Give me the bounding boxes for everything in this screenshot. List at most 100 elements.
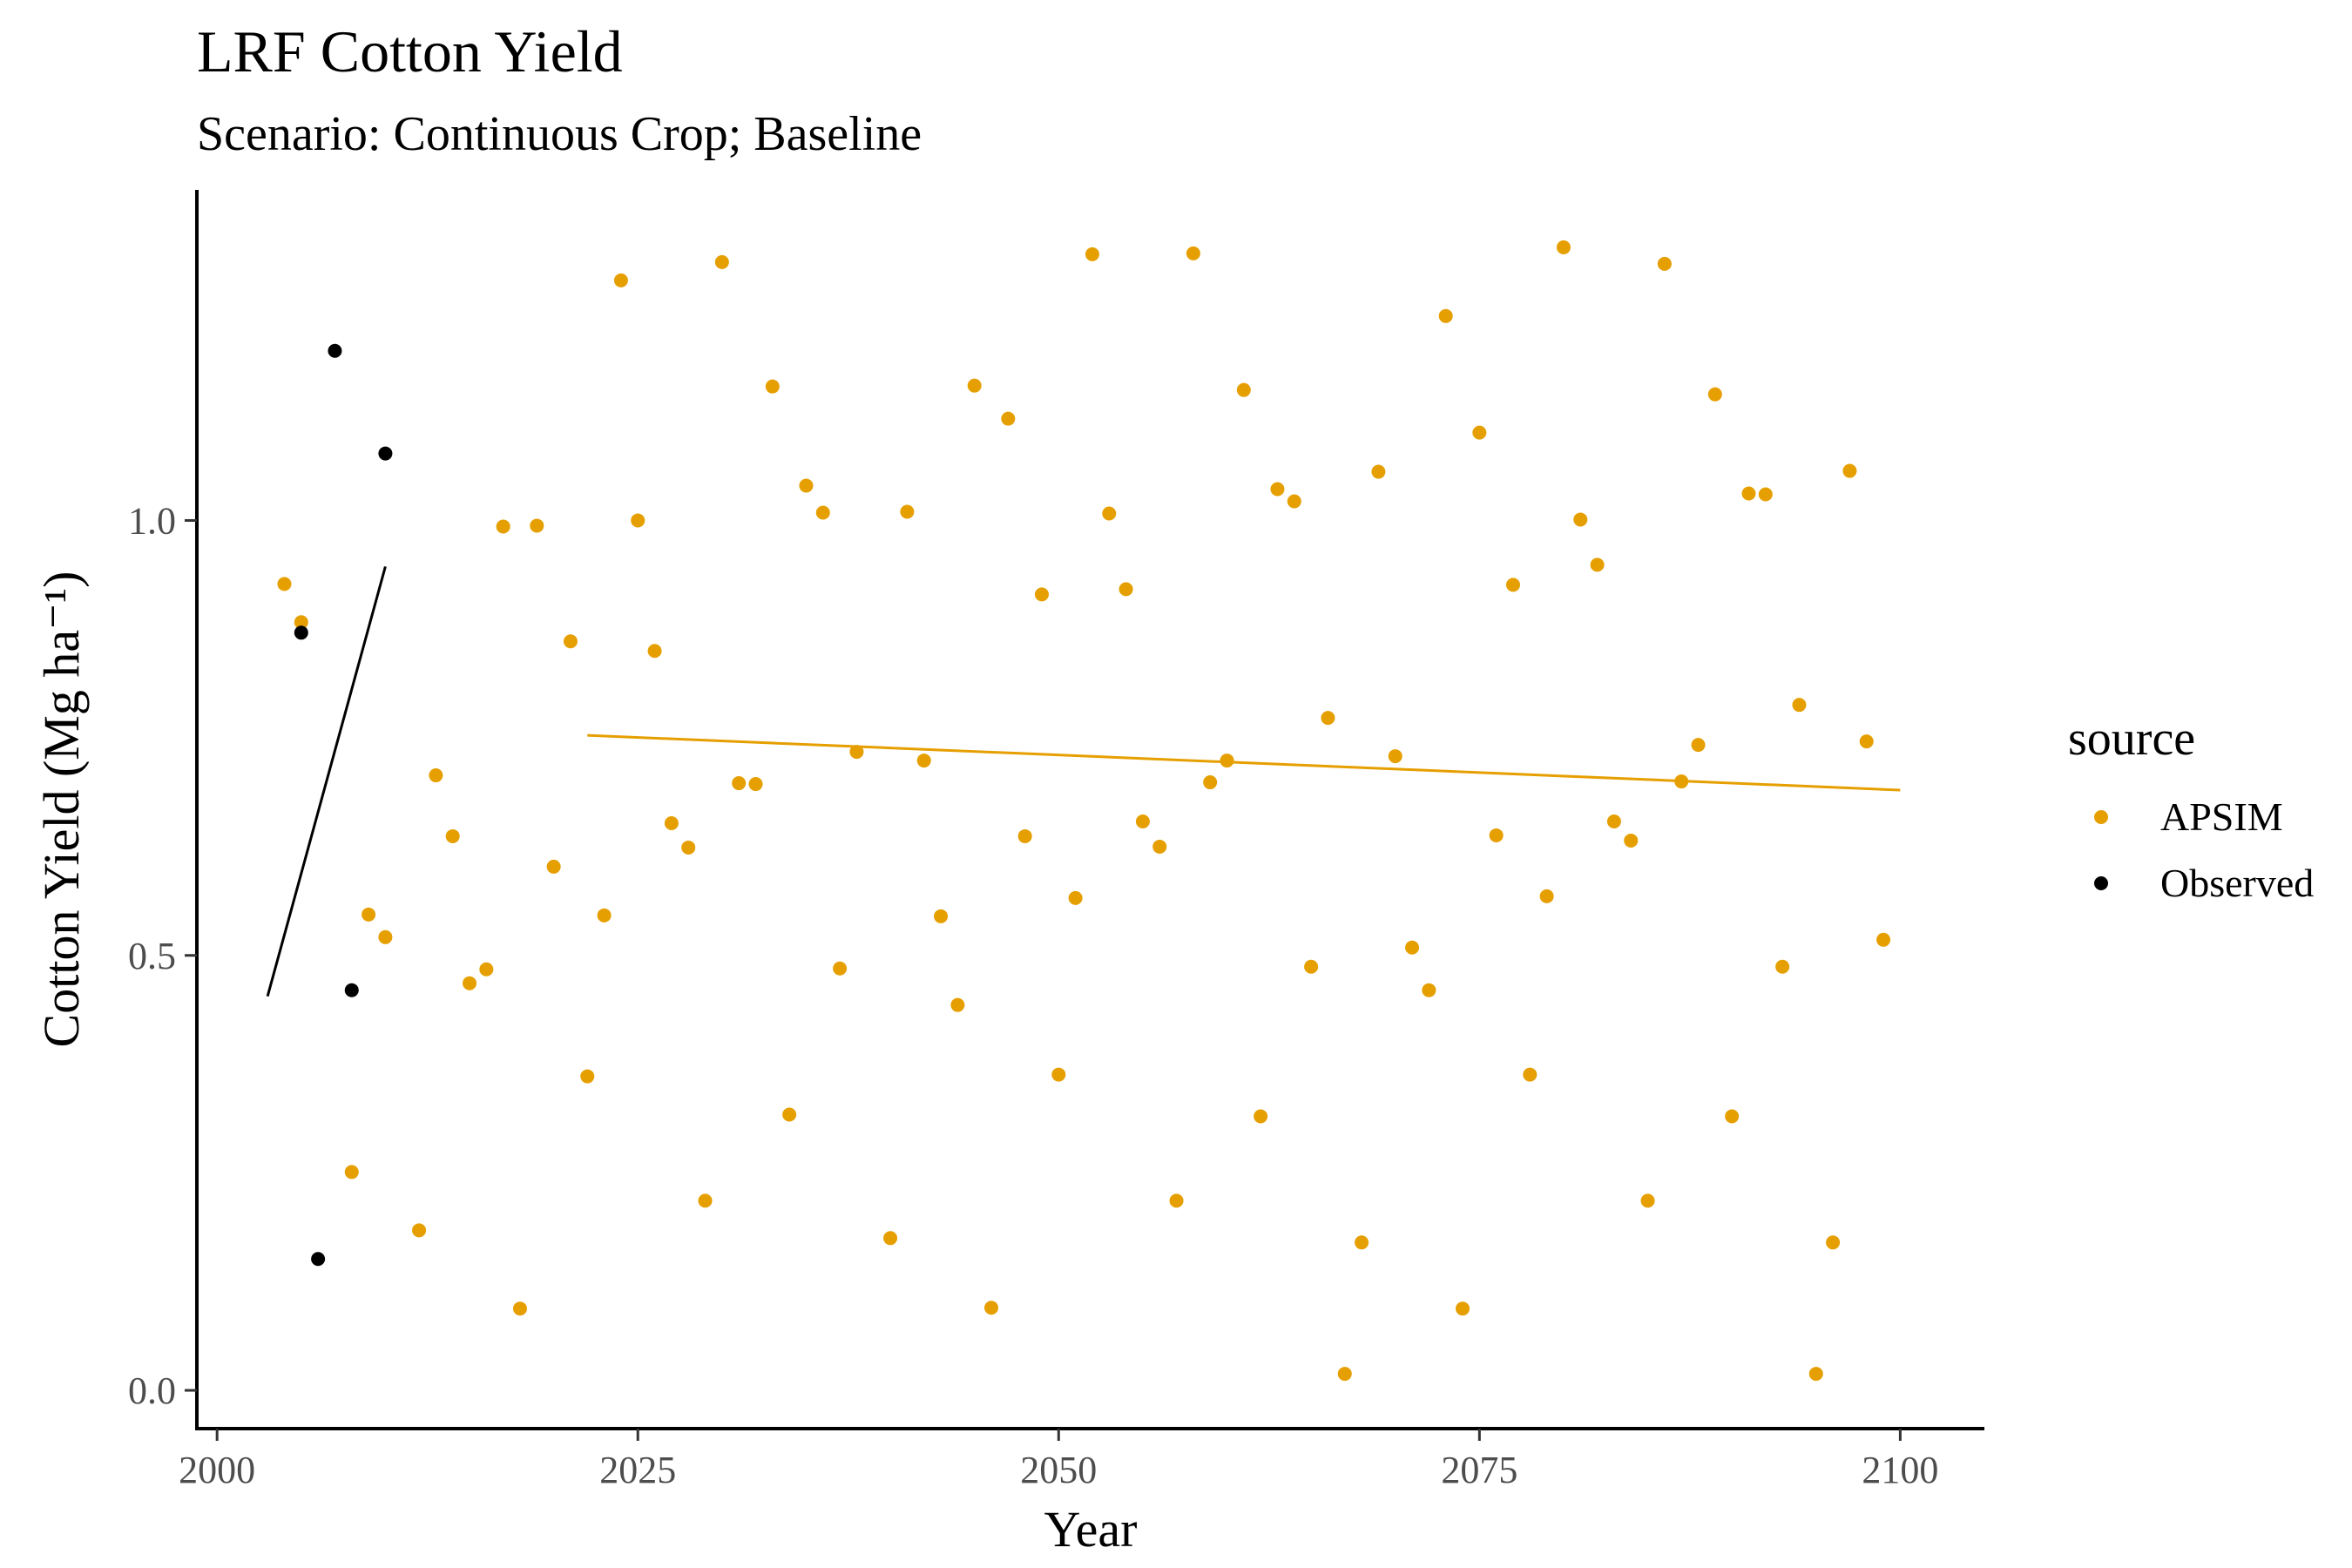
point-apsim	[950, 997, 965, 1012]
point-apsim	[294, 615, 308, 630]
point-apsim	[512, 1301, 527, 1316]
point-apsim	[698, 1193, 713, 1208]
point-apsim	[1657, 256, 1672, 271]
point-apsim	[1792, 698, 1807, 713]
point-apsim	[1001, 411, 1016, 426]
point-apsim	[1707, 387, 1722, 402]
x-tick-label: 2025	[599, 1449, 676, 1491]
point-apsim	[900, 504, 915, 519]
point-apsim	[1640, 1193, 1655, 1208]
y-tick-label: 0.5	[128, 935, 176, 977]
point-apsim	[1405, 940, 1420, 955]
point-apsim	[1624, 833, 1639, 848]
plot-area	[266, 240, 1901, 1382]
point-apsim	[833, 961, 848, 976]
point-apsim	[1102, 506, 1117, 521]
point-apsim	[1203, 775, 1218, 790]
point-apsim	[916, 754, 931, 768]
point-apsim	[1051, 1067, 1066, 1082]
point-apsim	[546, 859, 561, 874]
point-apsim	[1034, 587, 1049, 602]
chart-subtitle: Scenario: Continuous Crop; Baseline	[197, 107, 922, 161]
y-tick-label: 1.0	[128, 499, 176, 542]
point-apsim	[1152, 839, 1167, 854]
legend-title: source	[2068, 712, 2195, 766]
point-apsim	[1337, 1367, 1352, 1382]
point-apsim	[1371, 464, 1386, 479]
point-apsim	[1489, 828, 1504, 842]
point-apsim	[1422, 983, 1436, 997]
point-apsim	[1758, 487, 1773, 502]
point-observed	[344, 983, 359, 997]
point-apsim	[1539, 889, 1554, 903]
point-apsim	[344, 1165, 359, 1179]
point-apsim	[1725, 1109, 1740, 1124]
y-axis-title: Cotton Yield (Mg ha⁻¹)	[33, 571, 90, 1048]
point-apsim	[1775, 959, 1790, 974]
legend: source APSIM Observed	[2068, 712, 2314, 905]
point-apsim	[1842, 463, 1857, 478]
x-tick-label: 2000	[179, 1449, 255, 1491]
x-tick-label: 2050	[1020, 1449, 1097, 1491]
x-axis-title: Year	[1044, 1501, 1138, 1558]
y-tick-label: 0.0	[128, 1369, 176, 1412]
point-observed	[378, 446, 393, 461]
point-apsim	[1169, 1193, 1184, 1208]
point-apsim	[1304, 959, 1319, 974]
point-apsim	[1826, 1235, 1841, 1250]
point-apsim	[1270, 482, 1285, 497]
point-apsim	[1741, 486, 1756, 501]
point-apsim	[1388, 749, 1402, 764]
point-apsim	[597, 908, 612, 923]
point-apsim	[1590, 558, 1605, 572]
point-apsim	[277, 577, 292, 591]
point-apsim	[1321, 711, 1335, 726]
point-apsim	[1456, 1301, 1470, 1316]
point-apsim	[748, 777, 763, 792]
point-apsim	[1808, 1367, 1823, 1382]
point-apsim	[1523, 1067, 1538, 1082]
point-apsim	[362, 907, 376, 922]
legend-key-apsim	[2094, 810, 2108, 824]
point-apsim	[782, 1107, 797, 1122]
point-apsim	[1859, 734, 1874, 749]
point-apsim	[984, 1301, 998, 1315]
point-apsim	[765, 379, 780, 394]
point-apsim	[1186, 246, 1200, 260]
point-apsim	[681, 840, 696, 855]
point-apsim	[1876, 932, 1891, 947]
point-apsim	[429, 768, 443, 783]
point-apsim	[1236, 382, 1251, 397]
point-apsim	[1556, 240, 1571, 254]
legend-item-observed: Observed	[2094, 861, 2314, 905]
point-apsim	[1287, 494, 1301, 509]
point-apsim	[530, 518, 544, 533]
point-apsim	[1085, 247, 1099, 261]
point-apsim	[732, 776, 747, 791]
point-apsim	[1505, 578, 1520, 592]
point-apsim	[1068, 890, 1083, 905]
point-observed	[294, 625, 308, 640]
point-apsim	[1691, 738, 1706, 753]
legend-key-observed	[2094, 876, 2108, 890]
point-apsim	[799, 478, 814, 493]
point-apsim	[1135, 814, 1150, 828]
legend-label-observed: Observed	[2160, 861, 2314, 905]
point-apsim	[1220, 754, 1234, 768]
point-apsim	[631, 513, 645, 528]
x-tick-label: 2100	[1862, 1449, 1938, 1491]
y-axis: 0.0 0.5 1.0	[128, 499, 197, 1412]
point-apsim	[815, 505, 830, 520]
point-apsim	[1606, 814, 1621, 828]
point-apsim	[479, 962, 494, 977]
point-apsim	[967, 378, 982, 393]
point-apsim	[1254, 1109, 1268, 1124]
point-apsim	[412, 1223, 427, 1238]
x-tick-label: 2075	[1441, 1449, 1517, 1491]
point-apsim	[647, 644, 662, 659]
legend-item-apsim: APSIM	[2094, 794, 2283, 839]
point-apsim	[934, 909, 949, 923]
point-apsim	[496, 519, 510, 534]
point-apsim	[1017, 828, 1032, 843]
